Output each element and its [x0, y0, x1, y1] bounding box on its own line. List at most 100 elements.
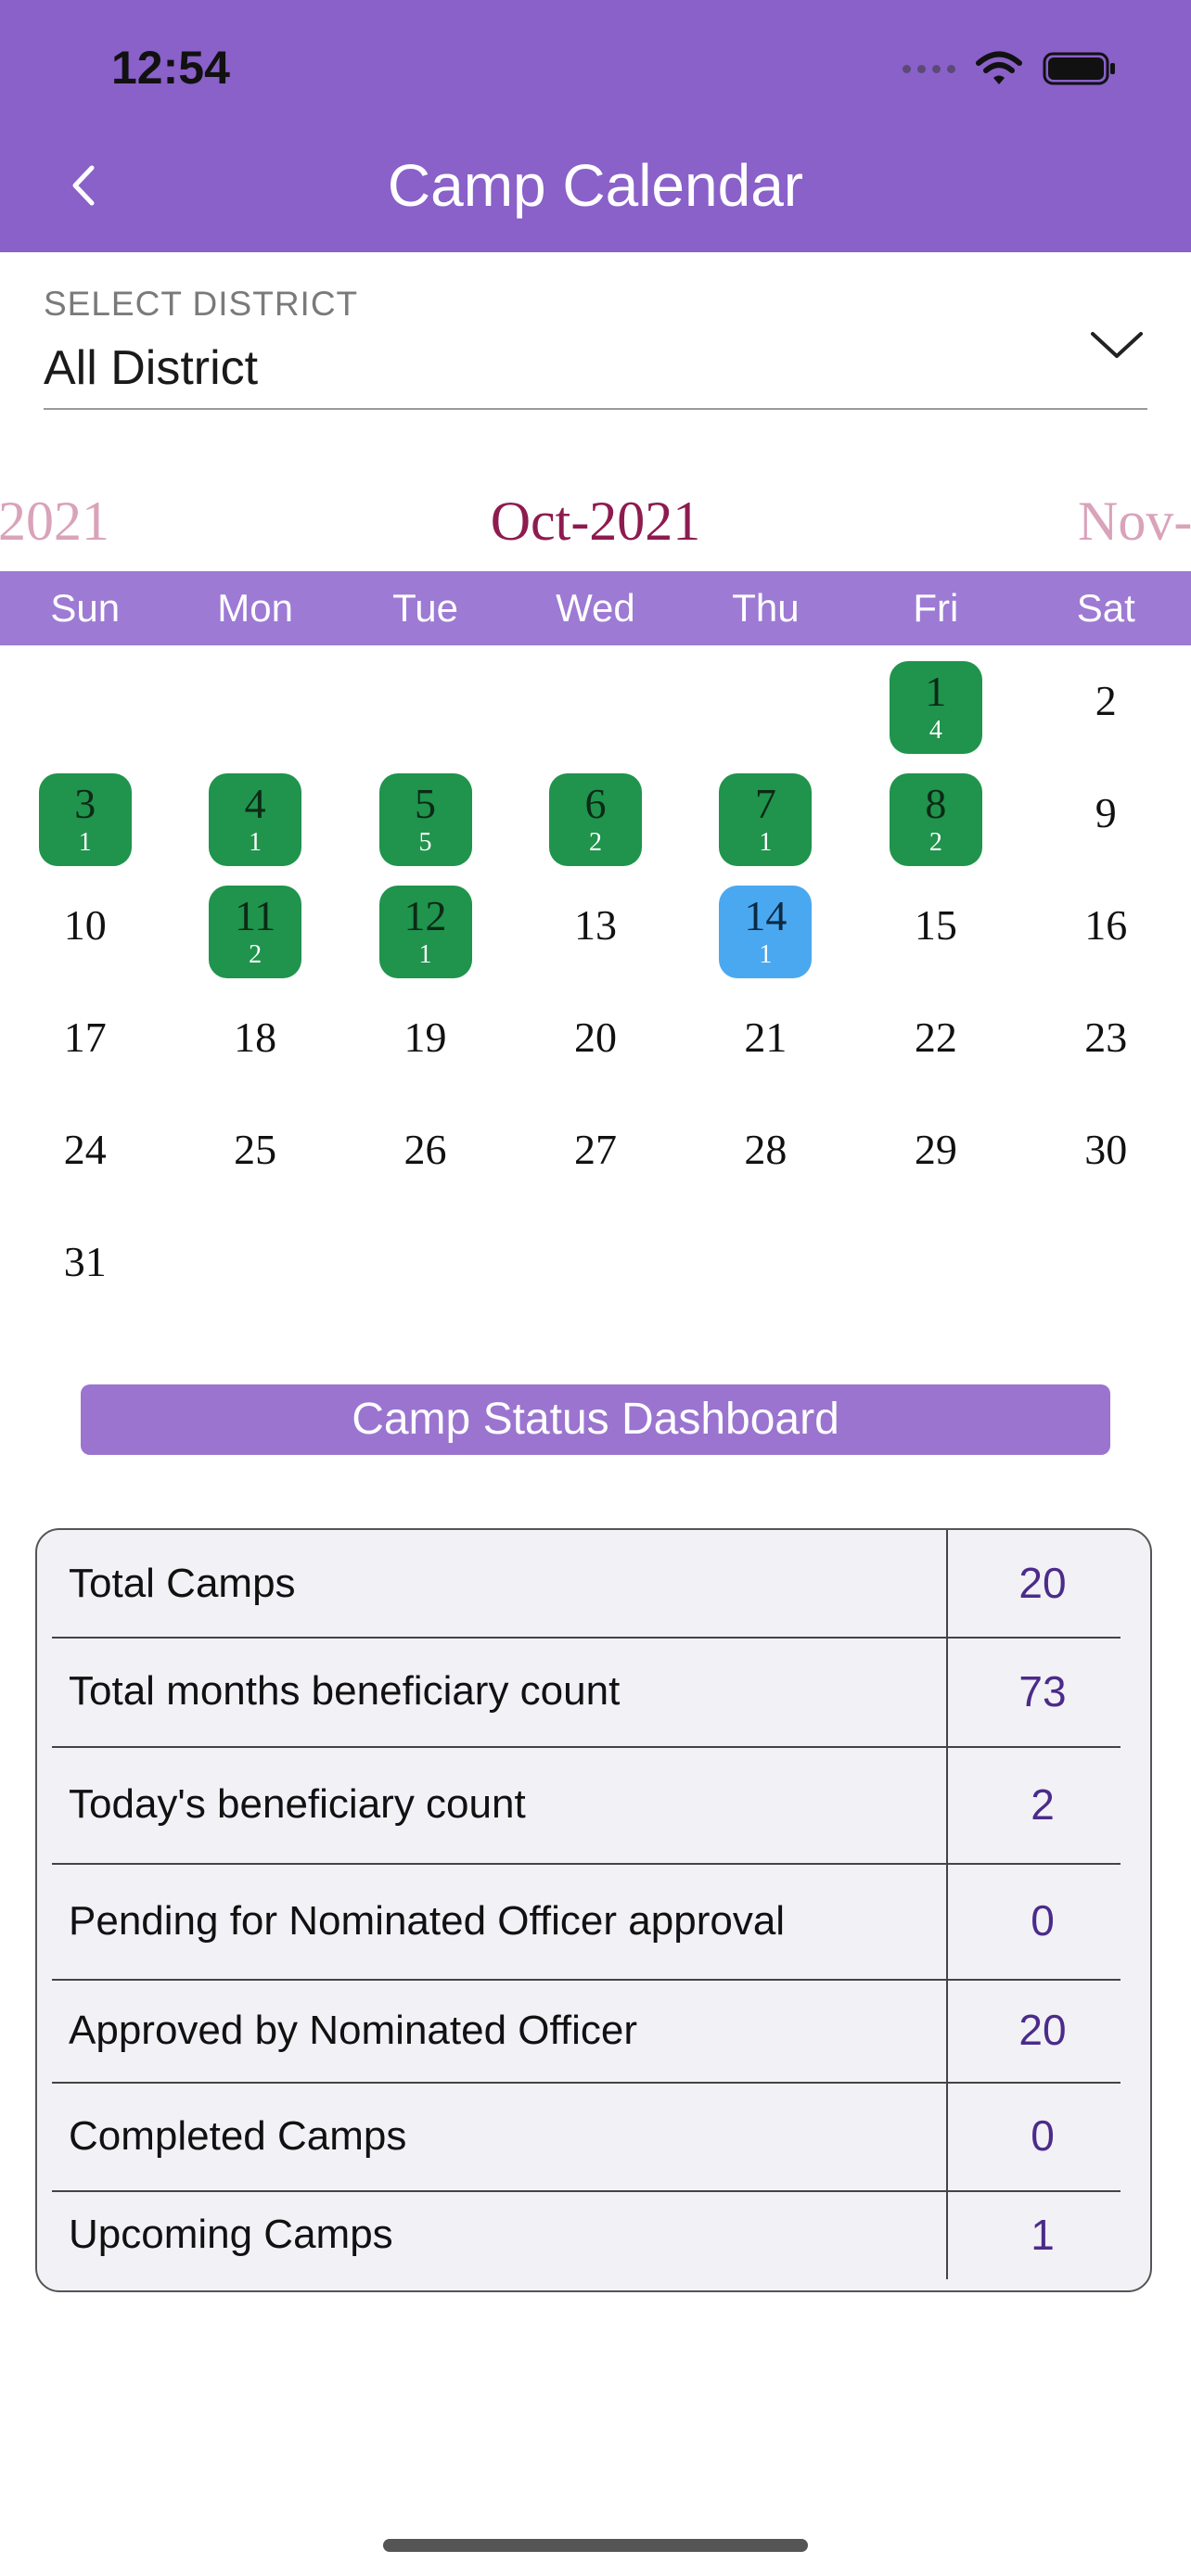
calendar-week: 17 18 19 20 21 22 23	[0, 982, 1191, 1094]
district-select[interactable]: All District	[44, 341, 259, 395]
calendar-cell	[681, 1206, 851, 1319]
day-number: 9	[1095, 789, 1117, 836]
calendar-day-27[interactable]: 27	[549, 1110, 642, 1203]
calendar-cell: 22	[851, 982, 1020, 1094]
day-number: 30	[1084, 1126, 1128, 1173]
calendar-day-21[interactable]: 21	[719, 998, 812, 1090]
weekday-header: Sun Mon Tue Wed Thu Fri Sat	[0, 571, 1191, 645]
row-divider	[52, 1863, 1121, 1865]
stat-label: Upcoming Camps	[69, 2212, 393, 2257]
calendar-cell: 13	[510, 870, 680, 982]
weekday-sun: Sun	[50, 586, 121, 630]
calendar-day-12[interactable]: 12 1	[378, 886, 472, 978]
calendar-day-17[interactable]: 17	[39, 998, 132, 1090]
dashboard-title: Camp Status Dashboard	[81, 1384, 1110, 1455]
calendar-cell	[851, 1206, 1020, 1319]
calendar-day-18[interactable]: 18	[209, 998, 301, 1090]
weekday-sat: Sat	[1076, 586, 1135, 630]
day-number: 23	[1084, 1014, 1128, 1061]
calendar-cell: 15	[851, 870, 1020, 982]
row-divider	[52, 1979, 1121, 1981]
stat-value: 1	[1031, 2211, 1055, 2259]
calendar-cell: 27	[510, 1094, 680, 1206]
page-title: Camp Calendar	[387, 152, 804, 219]
district-label: SELECT DISTRICT	[44, 285, 359, 323]
stat-value: 20	[1018, 2006, 1067, 2054]
calendar-cell	[170, 645, 339, 758]
stat-label: Today's beneficiary count	[69, 1781, 526, 1827]
day-number: 18	[234, 1014, 277, 1061]
weekday-fri: Fri	[913, 586, 959, 630]
back-button[interactable]	[56, 158, 111, 213]
calendar-day-10[interactable]: 10	[39, 886, 132, 978]
day-number: 16	[1084, 901, 1128, 949]
stat-value: 2	[1031, 1780, 1055, 1829]
calendar-cell	[510, 1206, 680, 1319]
chevron-left-icon	[72, 165, 95, 206]
calendar-day-11[interactable]: 11 2	[209, 886, 302, 978]
status-icons	[903, 41, 1117, 96]
calendar-cell: 9	[1021, 758, 1191, 870]
calendar-cell: 12 1	[340, 870, 510, 982]
status-time: 12:54	[111, 42, 230, 94]
calendar-cell	[1021, 1206, 1191, 1319]
calendar-day-29[interactable]: 29	[890, 1110, 982, 1203]
day-number: 25	[234, 1126, 277, 1173]
row-divider	[52, 2190, 1121, 2192]
calendar-day-14[interactable]: 14 1	[719, 886, 813, 978]
chevron-down-icon[interactable]	[1089, 323, 1145, 367]
day-number: 11	[234, 892, 276, 939]
wifi-icon	[976, 51, 1022, 84]
day-number: 27	[573, 1126, 617, 1173]
day-number: 20	[573, 1014, 617, 1061]
home-indicator	[383, 2539, 808, 2552]
stat-value: 0	[1031, 2111, 1055, 2160]
camp-status-table: Total Camps 20 Total months beneficiary co…	[35, 1528, 1152, 2292]
calendar-cell: 24	[0, 1094, 170, 1206]
calendar-day-22[interactable]: 22	[890, 998, 982, 1090]
camp-count: 2	[249, 940, 263, 969]
stat-label: Approved by Nominated Officer	[69, 2008, 638, 2053]
day-number: 28	[744, 1126, 788, 1173]
weekday-thu: Thu	[732, 586, 800, 630]
calendar-cell: 2	[1021, 645, 1191, 758]
calendar-day-19[interactable]: 19	[379, 998, 472, 1090]
current-month: Oct-2021	[490, 491, 701, 552]
calendar-day-31[interactable]: 31	[39, 1222, 132, 1315]
calendar-week: 10 11 2 12 1 13 14 1 15 16	[0, 870, 1191, 982]
calendar-cell: 19	[340, 982, 510, 1094]
calendar-day-28[interactable]: 28	[719, 1110, 812, 1203]
calendar-day-30[interactable]: 30	[1059, 1110, 1152, 1203]
day-number: 2	[1095, 677, 1117, 724]
calendar-day-2[interactable]: 2	[1059, 661, 1152, 754]
calendar-cell: 11 2	[170, 870, 339, 982]
calendar-day-24[interactable]: 24	[39, 1110, 132, 1203]
calendar-week: 24 25 26 27 28 29 30	[0, 1094, 1191, 1206]
calendar-cell: 14 1	[681, 870, 851, 982]
calendar-day-9[interactable]: 9	[1059, 773, 1152, 866]
calendar-day-25[interactable]: 25	[209, 1110, 301, 1203]
calendar-day-23[interactable]: 23	[1059, 998, 1152, 1090]
calendar-day-15[interactable]: 15	[890, 886, 982, 978]
camp-count: 1	[759, 828, 773, 857]
next-month[interactable]: Nov-	[1078, 491, 1191, 552]
calendar-cell: 18	[170, 982, 339, 1094]
stat-value: 73	[1018, 1667, 1067, 1715]
calendar-day-13[interactable]: 13	[549, 886, 642, 978]
day-number: 5	[415, 780, 437, 827]
calendar-day-26[interactable]: 26	[379, 1110, 472, 1203]
previous-month[interactable]: 2021	[0, 491, 109, 552]
camp-count: 1	[418, 940, 432, 969]
calendar-day-20[interactable]: 20	[549, 998, 642, 1090]
calendar-day-16[interactable]: 16	[1059, 886, 1152, 978]
